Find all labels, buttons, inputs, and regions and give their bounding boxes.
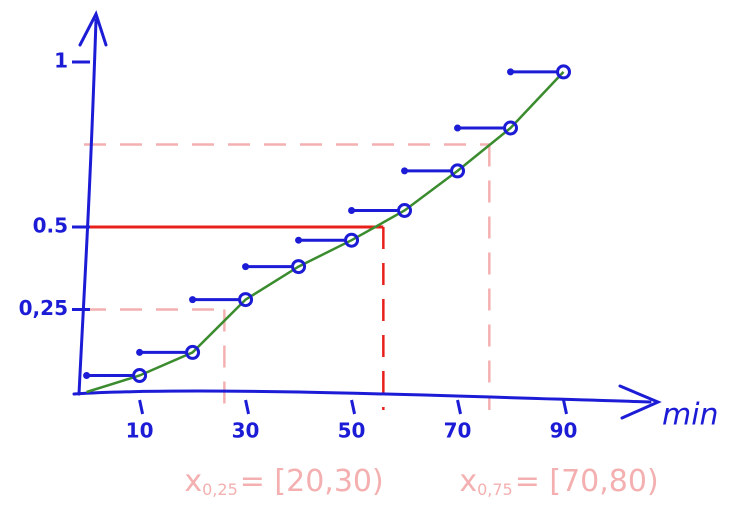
step-start-dot: [136, 349, 143, 356]
x-tick-label: 30: [232, 419, 260, 443]
step-start-dot: [401, 167, 408, 174]
chart: min0,250.511030507090x0,25= [20,30)x0,75…: [0, 0, 731, 508]
x-tick: [140, 400, 143, 414]
x-axis-label: min: [662, 398, 719, 433]
x-axis: [74, 386, 658, 418]
x-tick-label: 90: [550, 419, 578, 443]
quantile-annotation: x0,25= [20,30): [184, 464, 383, 499]
step-start-dot: [242, 263, 249, 270]
x-tick: [564, 400, 567, 414]
annotation-symbol: x: [459, 464, 477, 499]
step-start-dot: [83, 372, 90, 379]
annotation-subscript: 0,75: [477, 480, 513, 499]
x-tick: [352, 400, 355, 414]
annotation-interval: = [20,30): [240, 464, 384, 499]
ogive-line: [87, 72, 564, 392]
step-start-dot: [507, 68, 514, 75]
y-tick-label: 0,25: [19, 296, 68, 320]
x-tick-label: 10: [126, 419, 154, 443]
quantile-annotation: x0,75= [70,80): [459, 464, 658, 499]
y-tick-label: 1: [54, 49, 68, 73]
x-tick: [458, 400, 461, 414]
step-start-dot: [189, 296, 196, 303]
step-start-dot: [454, 125, 461, 132]
annotation-subscript: 0,25: [202, 480, 238, 499]
step-start-dot: [348, 207, 355, 214]
y-axis: [79, 14, 106, 394]
x-tick-label: 50: [338, 419, 366, 443]
y-tick-label: 0.5: [33, 214, 68, 238]
step-start-dot: [295, 237, 302, 244]
x-tick: [246, 400, 249, 414]
x-tick-label: 70: [444, 419, 472, 443]
annotation-symbol: x: [184, 464, 202, 499]
annotation-interval: = [70,80): [515, 464, 659, 499]
